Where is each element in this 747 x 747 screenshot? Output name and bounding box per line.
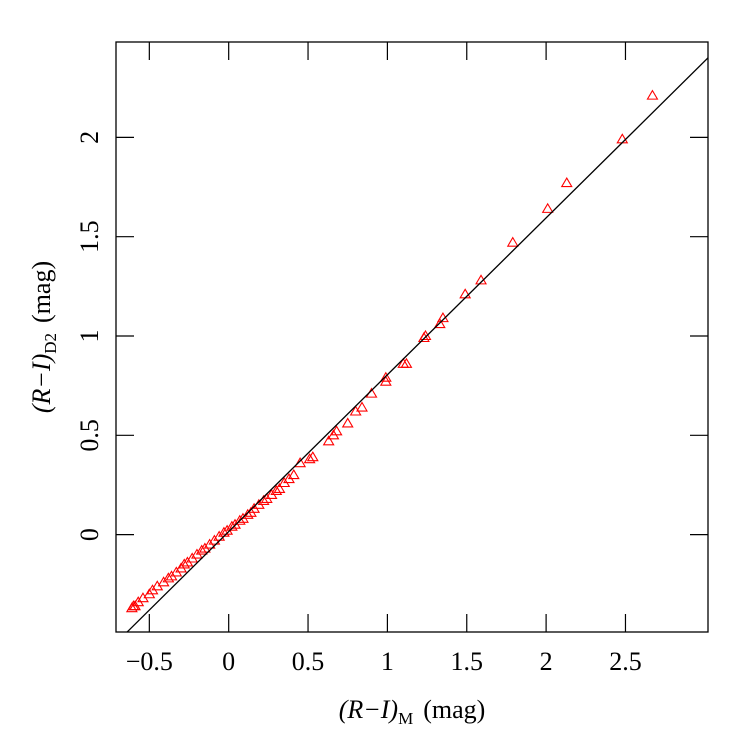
data-point [195, 544, 208, 555]
data-point [560, 176, 573, 188]
x-label-sub: M [398, 709, 413, 728]
data-point [241, 508, 254, 519]
data-point [303, 453, 316, 464]
x-tick-label: 0.5 [292, 647, 325, 676]
data-point [178, 558, 191, 569]
y-tick-label: 1 [75, 330, 104, 343]
x-tick-label: 2 [540, 647, 553, 676]
data-point [433, 318, 446, 329]
data-point [327, 429, 340, 440]
data-point [287, 468, 300, 480]
data-point [341, 417, 354, 428]
y-axis-label: (R−I)D2 (mag) [27, 261, 60, 413]
y-label-main: (R−I) [27, 354, 56, 413]
data-point [349, 405, 362, 416]
x-label-main: (R−I) [339, 695, 398, 724]
y-tick-label: 1.5 [75, 220, 104, 253]
data-point [646, 89, 659, 100]
x-tick-label: 1 [381, 647, 394, 676]
data-point [162, 572, 175, 583]
x-tick-label: 2.5 [609, 647, 642, 676]
x-label-unit: (mag) [423, 695, 485, 724]
data-point [417, 331, 430, 343]
x-tick-label: 1.5 [451, 647, 484, 676]
data-point [506, 236, 519, 247]
y-tick-label: 0 [75, 528, 104, 541]
data-point [379, 371, 392, 382]
data-point [294, 457, 307, 468]
data-point [356, 401, 368, 412]
plot-area [125, 57, 708, 632]
y-tick-label: 0.5 [75, 419, 104, 452]
plot-frame [115, 41, 709, 633]
data-point [379, 375, 392, 386]
reference-line [126, 57, 708, 632]
data-point [233, 514, 246, 525]
data-point [541, 202, 554, 213]
data-point [270, 484, 283, 496]
y-label-unit: (mag) [27, 261, 56, 323]
y-tick-label: 2 [75, 131, 104, 144]
x-tick-label: 0 [222, 647, 235, 676]
x-tick-label: −0.5 [126, 647, 173, 676]
y-label-sub: D2 [41, 333, 60, 354]
data-point [322, 435, 335, 446]
data-point [397, 357, 410, 368]
data-point [306, 451, 319, 462]
data-point [273, 482, 286, 494]
x-axis-label: (R−I)M (mag) [339, 695, 486, 728]
